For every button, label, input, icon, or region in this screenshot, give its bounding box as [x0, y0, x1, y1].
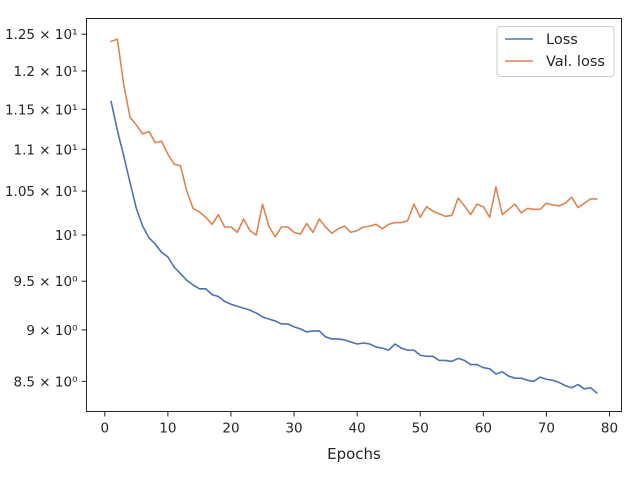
series-line-loss: [110, 100, 598, 394]
y-tick-label: 1.25 × 10¹: [5, 27, 78, 43]
x-tick-label: 50: [412, 421, 429, 437]
y-tick-label: 9 × 10⁰: [26, 323, 77, 339]
series-layer: [110, 38, 598, 394]
x-tick-label: 60: [475, 421, 492, 437]
y-tick-label: 10¹: [55, 228, 78, 244]
x-axis-label: Epochs: [327, 445, 381, 463]
x-tick-label: 40: [349, 421, 366, 437]
plot-frame: [86, 18, 622, 412]
y-tick-label: 1.1 × 10¹: [14, 142, 78, 158]
x-axis-ticks: 0 10 20 30 40 50 60 70 80: [100, 411, 618, 437]
y-tick-label: 8.5 × 10⁰: [14, 374, 78, 390]
y-tick-label: 1.2 × 10¹: [14, 64, 78, 80]
legend-label-val-loss: Val. loss: [546, 54, 605, 70]
y-tick-label: 1.05 × 10¹: [5, 184, 78, 200]
y-tick-label: 9.5 × 10⁰: [14, 274, 78, 290]
series-line-val-loss: [110, 38, 598, 238]
y-tick-label: 1.15 × 10¹: [5, 102, 78, 118]
x-tick-label: 70: [538, 421, 555, 437]
x-tick-label: 0: [100, 421, 109, 437]
y-axis-ticks: 8.5 × 10⁰ 9 × 10⁰ 9.5 × 10⁰ 10¹ 1.05 × 10¹ 1.…: [5, 27, 87, 390]
x-tick-label: 10: [159, 421, 176, 437]
x-tick-label: 20: [222, 421, 239, 437]
legend-label-loss: Loss: [546, 32, 578, 48]
legend: Loss Val. loss: [496, 26, 615, 77]
x-tick-label: 30: [285, 421, 302, 437]
x-tick-label: 80: [601, 421, 618, 437]
